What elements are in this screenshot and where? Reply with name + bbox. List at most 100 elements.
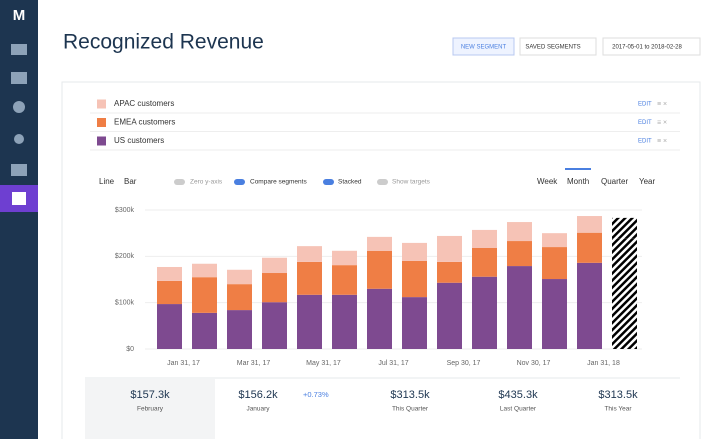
bar-segment (262, 273, 287, 303)
summary-value: $313.5k (390, 389, 430, 401)
bar-segment (262, 302, 287, 349)
nav-icon[interactable] (13, 101, 25, 113)
chart-type[interactable]: Bar (124, 177, 137, 186)
summary-value: $313.5k (598, 389, 638, 401)
bar-segment (262, 257, 287, 274)
summary-label: February (137, 406, 164, 413)
summary-active (85, 379, 215, 439)
legend-swatch (97, 118, 106, 127)
chart-type[interactable]: Line (99, 177, 115, 186)
x-tick-label: Mar 31, 17 (237, 360, 271, 367)
x-tick-label: Jan 31, 17 (167, 360, 200, 367)
x-tick-label: May 31, 17 (306, 360, 341, 367)
legend-label: EMEA customers (114, 118, 175, 127)
bar-segment (507, 222, 532, 242)
button-label: 2017-05-01 to 2018-02-28 (612, 45, 682, 51)
bar-segment (332, 250, 357, 266)
bar-segment (192, 277, 217, 313)
legend-label: US customers (114, 136, 164, 145)
y-tick-label: $200k (115, 253, 135, 260)
nav-icon[interactable] (12, 192, 26, 205)
bar-segment (297, 261, 322, 295)
toggle[interactable] (323, 179, 334, 185)
row-icons: ≡ × (657, 138, 667, 145)
bar-segment (437, 235, 462, 262)
button[interactable] (602, 37, 701, 56)
bar-segment (507, 266, 532, 349)
toggle-label: Zero y-axis (190, 179, 223, 186)
bar-segment (612, 217, 637, 239)
y-tick-label: $100k (115, 300, 135, 307)
bar-segment (472, 229, 497, 248)
summary-value: $156.2k (238, 389, 278, 401)
legend-swatch (97, 136, 106, 146)
toggle-label: Stacked (338, 179, 362, 186)
bar-segment (472, 276, 497, 349)
toggle-label: Compare segments (250, 179, 307, 186)
x-tick-label: Nov 30, 17 (517, 360, 551, 367)
bar-segment (577, 262, 602, 349)
edit-link[interactable]: EDIT (638, 120, 652, 126)
bar-segment (192, 312, 217, 349)
bar-segment (437, 261, 462, 283)
bar-segment (367, 250, 392, 289)
toggle[interactable] (377, 179, 388, 185)
row-icons: ≡ × (657, 119, 667, 126)
row-icons: ≡ × (657, 101, 667, 108)
bar-segment (577, 216, 602, 233)
bar-segment (367, 236, 392, 251)
bar-segment (227, 284, 252, 311)
bar-segment (612, 238, 637, 280)
button[interactable] (452, 37, 515, 56)
summary-label: Last Quarter (500, 406, 537, 413)
summary-label: January (246, 406, 270, 413)
nav-icon[interactable] (11, 164, 27, 176)
summary-change: +0.73% (303, 390, 329, 399)
bar-segment (402, 242, 427, 261)
summary-label: This Quarter (392, 406, 429, 413)
bar-segment (577, 232, 602, 263)
sidebar (0, 0, 38, 439)
bar-segment (332, 294, 357, 349)
period[interactable]: Month (567, 177, 589, 186)
nav-icon[interactable] (11, 72, 27, 84)
bar-segment (612, 279, 637, 349)
bar-segment (542, 247, 567, 280)
legend-label: APAC customers (114, 99, 174, 108)
bar-segment (402, 297, 427, 349)
period-active (565, 168, 591, 170)
toggle[interactable] (234, 179, 245, 185)
bar-segment (542, 233, 567, 248)
period[interactable]: Quarter (601, 177, 628, 186)
page-title: Recognized Revenue (63, 31, 264, 54)
bar-segment (227, 310, 252, 349)
edit-link[interactable]: EDIT (638, 139, 652, 145)
summary-value: $435.3k (498, 389, 538, 401)
nav-icon[interactable] (14, 134, 24, 144)
summary-value: $157.3k (130, 389, 170, 401)
bar-segment (332, 265, 357, 295)
period[interactable]: Year (639, 177, 656, 186)
toggle[interactable] (174, 179, 185, 185)
nav-icon[interactable] (11, 44, 27, 55)
bar-segment (297, 294, 322, 349)
bar-segment (297, 246, 322, 262)
y-tick-label: $300k (115, 207, 135, 214)
legend-swatch (97, 99, 106, 109)
x-tick-label: Jul 31, 17 (378, 360, 408, 367)
bar-segment (542, 279, 567, 349)
period[interactable]: Week (537, 177, 558, 186)
button[interactable] (519, 37, 597, 56)
edit-link[interactable]: EDIT (638, 102, 652, 108)
bar-segment (472, 247, 497, 277)
logo: M (13, 7, 26, 24)
bar-segment (192, 263, 217, 278)
y-tick-label: $0 (126, 346, 134, 353)
bar-segment (157, 304, 182, 349)
bar-segment (437, 282, 462, 349)
button-label: SAVED SEGMENTS (525, 45, 580, 51)
x-tick-label: Jan 31, 18 (587, 360, 620, 367)
bar-segment (227, 269, 252, 285)
toggle-label: Show targets (392, 179, 431, 186)
